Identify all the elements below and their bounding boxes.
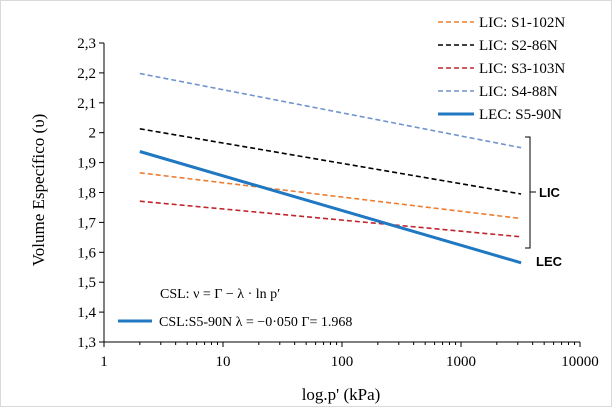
x-tick-label: 1 xyxy=(100,354,108,370)
y-tick-label: 2,1 xyxy=(77,96,96,112)
y-tick-label: 2 xyxy=(89,126,97,142)
x-tick-label: 10 xyxy=(216,354,231,370)
y-tick-label: 1,7 xyxy=(77,215,96,231)
series-layer xyxy=(139,72,522,265)
series-line-1 xyxy=(139,172,522,220)
csl-fit-label: CSL:S5-90N λ = −0·050 Γ= 1.968 xyxy=(159,315,352,330)
legend-label-1: LIC: S1-102N xyxy=(479,15,565,31)
legend-label-4: LIC: S4-88N xyxy=(479,84,558,100)
axes: 1,3 1,4 1,5 1,6 1,7 1,8 1,9 2 2,1 2,2 2,3 1 10 100 100… xyxy=(77,36,599,370)
y-tick-label: 1,3 xyxy=(77,335,96,351)
y-tick-label: 1,5 xyxy=(77,275,96,291)
x-axis-title: log.p' (kPa) xyxy=(302,385,381,404)
legend-label-2: LIC: S2-86N xyxy=(479,38,558,54)
series-line-5 xyxy=(139,150,522,265)
y-axis-title: Volume Específico (υ) xyxy=(29,114,48,267)
y-tick-label: 1,8 xyxy=(77,186,96,202)
lic-bracket xyxy=(525,136,536,249)
x-tick-label: 1000 xyxy=(446,354,476,370)
series-line-4 xyxy=(139,72,522,149)
legend-label-3: LIC: S3-103N xyxy=(479,61,565,77)
series-line-2 xyxy=(139,128,522,195)
x-tick-label: 100 xyxy=(331,354,354,370)
y-tick-label: 1,4 xyxy=(77,305,96,321)
y-tick-label: 1,6 xyxy=(77,245,96,261)
lic-bracket-label: LIC xyxy=(539,185,561,200)
legend-label-5: LEC: S5-90N xyxy=(479,107,562,123)
y-tick-label: 2,2 xyxy=(77,66,96,82)
y-tick-label: 2,3 xyxy=(77,36,96,52)
y-tick-label: 1,9 xyxy=(77,156,96,172)
csl-equation: CSL: ν = Γ − λ · ln p′ xyxy=(160,287,280,302)
legend: LIC: S1-102N LIC: S2-86N LIC: S3-103N LIC: … xyxy=(438,15,565,123)
lec-label: LEC xyxy=(536,254,563,269)
x-tick-label: 10000 xyxy=(561,354,599,370)
